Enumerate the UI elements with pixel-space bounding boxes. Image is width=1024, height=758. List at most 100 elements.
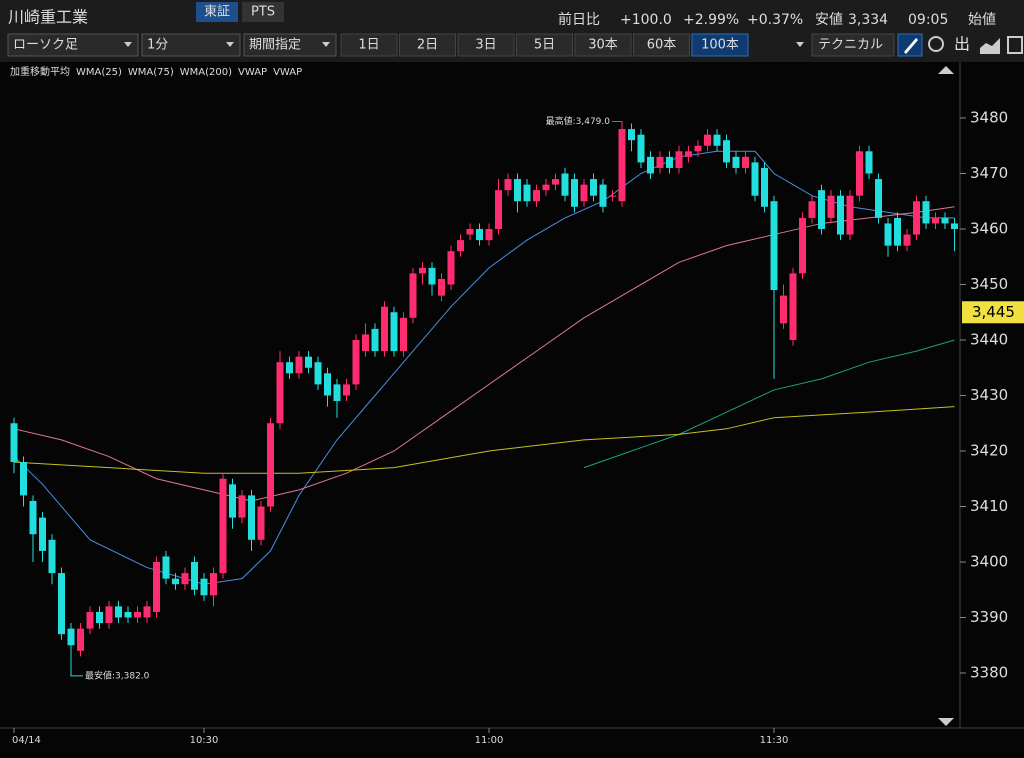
x-tick-label: 04/14 [12,735,41,746]
technical-label[interactable]: テクニカル [818,38,883,53]
y-tick-label: 3400 [970,553,1008,571]
candle-body [533,190,540,202]
candle-body [267,423,274,507]
candle-body [571,179,578,207]
candle-body [808,201,816,218]
candle-body [846,195,854,235]
quote-field: 09:05 [908,12,948,28]
dropdown-label[interactable]: 期間指定 [249,38,301,53]
legend-entry: WMA(200) [180,67,232,78]
candle-body [713,134,721,146]
candle-body [856,151,863,196]
candle-body [913,201,920,235]
candle-body [248,495,255,540]
period-button[interactable] [574,33,632,57]
candle-body [884,223,892,246]
candle-body [865,151,873,174]
period-label[interactable]: 3日 [475,38,496,53]
candle-body [419,267,426,274]
candle-body [628,129,635,141]
period-label[interactable]: 2日 [417,38,438,53]
period-button[interactable] [399,33,456,57]
dropdown[interactable] [7,33,139,57]
annotation: 最安値:3,382.0 [85,669,150,681]
candle-body [951,223,958,229]
candle-body [219,478,227,574]
y-tick-label: 3460 [970,220,1008,238]
candle-body [210,573,217,596]
y-tick-label: 3430 [970,386,1008,404]
period-label[interactable]: 30本 [588,38,618,53]
market-tab[interactable] [196,2,238,22]
candle-body [941,217,949,224]
candle-body [523,184,531,202]
candle-body [485,229,493,241]
zoom-icon[interactable] [928,36,944,52]
candle-body [381,306,388,352]
candle-body [827,195,835,218]
dropdown[interactable] [141,33,241,57]
candle-body [761,167,768,207]
market-tab-label[interactable]: 東証 [204,4,230,20]
legend-entry: WMA(25) [76,67,122,78]
period-label[interactable]: 60本 [647,38,677,53]
candle-body [723,140,730,163]
scroll-up[interactable] [938,66,954,74]
period-label[interactable]: 100本 [701,38,739,53]
candle-body [286,362,293,374]
candle-body [58,573,65,635]
candle-body [818,190,825,229]
market-tab[interactable] [242,2,284,22]
period-button[interactable] [691,33,749,57]
quote-field: +0.37% [747,12,803,28]
candle-body [637,134,645,163]
period-label[interactable]: 1日 [358,38,379,53]
y-tick-label: 3440 [970,331,1008,349]
candle-body [561,173,569,196]
dropdown-label[interactable]: 1分 [147,38,168,53]
scroll-down[interactable] [938,718,954,726]
candle-body [105,606,113,624]
candle-body [789,273,797,340]
period-button[interactable] [633,33,690,57]
dropdown-label[interactable]: ローソク足 [13,38,78,53]
candle-body [694,145,702,152]
y-tick-label: 3450 [970,275,1008,293]
annotation-leader [70,661,83,677]
chart-bg [0,62,1024,754]
candle-body [542,184,550,191]
candle-body [257,506,265,540]
y-tick-label: 3390 [970,608,1008,626]
quote-field: 始値 [968,12,996,28]
period-button[interactable] [457,33,515,57]
y-tick-label: 3420 [970,442,1008,460]
settings-icon[interactable] [1007,36,1023,54]
candle-body [599,184,607,207]
area-icon[interactable] [980,38,1000,54]
dropdown[interactable] [243,33,337,57]
legend-entry: VWAP [238,67,267,78]
candle-body [504,179,512,191]
technical-button[interactable] [811,33,895,57]
candle-body [514,179,521,202]
candle-body [609,195,616,197]
quote-field: 3,334 [848,12,888,28]
candle-body [390,312,398,352]
quote-field: 安値 [815,12,843,28]
period-button[interactable] [516,33,573,57]
dropdown-arrow [226,42,234,47]
market-tab-label[interactable]: PTS [251,5,275,20]
candle-body [428,267,436,285]
candle-body [48,539,56,574]
period-button[interactable] [340,33,398,57]
period-label[interactable]: 5日 [534,38,555,53]
candle-body [86,611,94,629]
candle-body [191,562,198,590]
y-tick-label: 3410 [970,497,1008,515]
export-icon[interactable]: 出 [954,35,970,54]
candle-body [400,317,407,352]
dropdown-arrow [796,42,804,47]
candle-body [875,179,882,218]
quote-field: 前日比 [558,11,600,28]
